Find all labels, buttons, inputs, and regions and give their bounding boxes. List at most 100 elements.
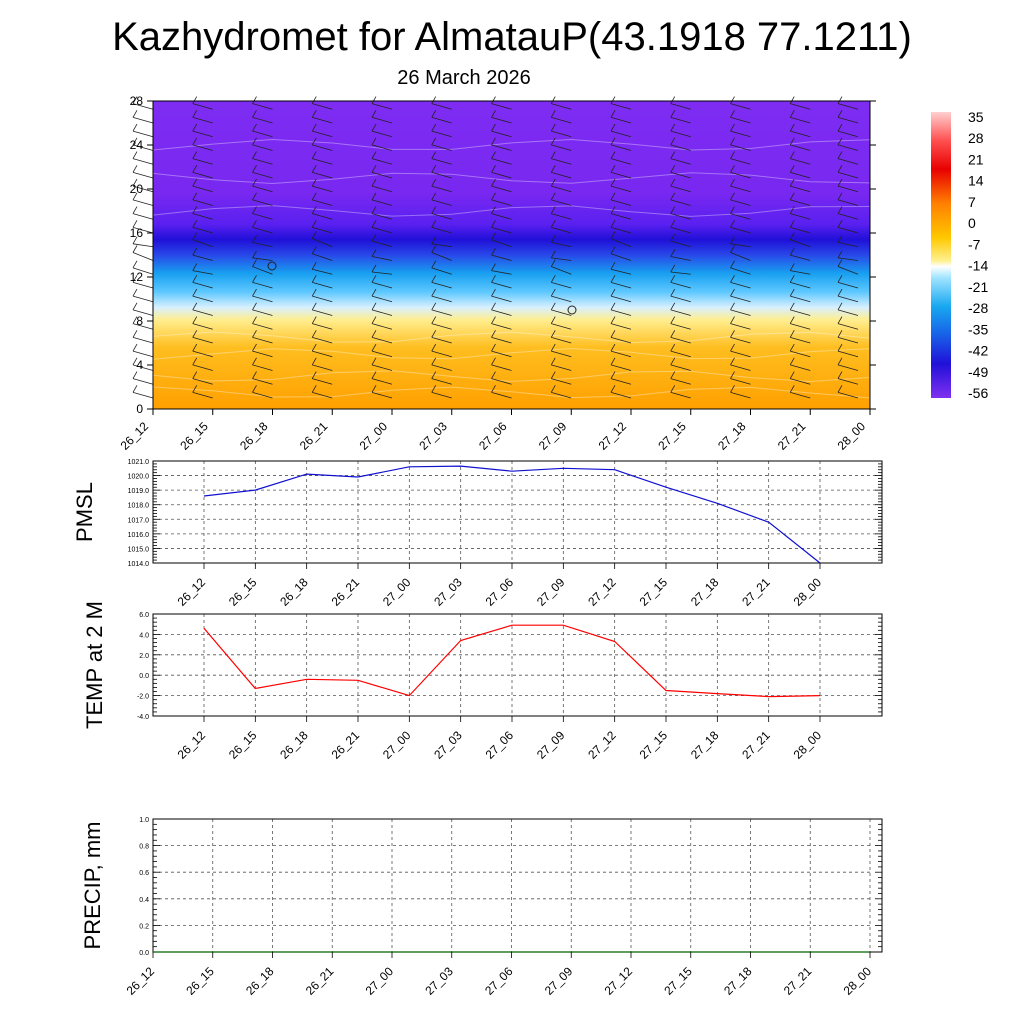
wind-barb-shaft bbox=[252, 391, 273, 399]
wind-barb bbox=[491, 137, 512, 151]
pmsl-axis-label: PMSL bbox=[72, 482, 97, 542]
wind-barb-flag bbox=[431, 288, 437, 297]
wind-barb-shaft bbox=[730, 391, 751, 399]
wind-barb-flag bbox=[837, 110, 843, 118]
wind-barb-flag bbox=[132, 123, 138, 132]
contour-line bbox=[152, 370, 871, 383]
wind-barb-shaft bbox=[551, 309, 572, 316]
wind-barb-flag bbox=[431, 260, 437, 269]
wind-barb bbox=[371, 371, 393, 385]
wind-barb-shaft bbox=[431, 226, 452, 234]
wind-barb-flag bbox=[837, 371, 843, 379]
wind-barb-flag bbox=[192, 330, 198, 338]
wind-barb-shaft bbox=[132, 336, 154, 344]
wind-barb-shaft bbox=[312, 281, 333, 289]
wind-barb bbox=[311, 220, 333, 234]
wind-barb-shaft bbox=[670, 323, 691, 330]
wind-barb-flag bbox=[252, 288, 257, 297]
wind-barb-shaft bbox=[730, 103, 751, 110]
wind-barb-shaft bbox=[312, 309, 333, 316]
wind-barb-shaft bbox=[610, 323, 632, 330]
wind-barb-shaft bbox=[431, 295, 452, 303]
wind-barb-flag bbox=[837, 137, 843, 146]
wind-barb bbox=[311, 192, 333, 206]
wind-barb-shaft bbox=[371, 103, 393, 110]
wind-barb-shaft bbox=[252, 323, 273, 330]
x-tick-label: 28_00 bbox=[791, 575, 825, 609]
wind-barb-flag bbox=[837, 206, 843, 214]
wind-barb bbox=[491, 220, 512, 234]
wind-barb-flag bbox=[192, 288, 198, 297]
wind-barb-shaft bbox=[730, 281, 751, 289]
wind-barb bbox=[252, 385, 273, 399]
chart-subtitle: 26 March 2026 bbox=[397, 67, 531, 89]
plot-frame bbox=[152, 818, 883, 953]
wind-barb-shaft bbox=[312, 171, 333, 179]
wind-barb-flag bbox=[371, 343, 377, 352]
wind-barb-flag bbox=[491, 96, 496, 104]
wind-barb bbox=[132, 192, 154, 206]
colorbar-label: 7 bbox=[968, 194, 976, 210]
chart-title: Kazhydromet for AlmatauP(43.1918 77.1211… bbox=[112, 15, 912, 59]
wind-barb bbox=[789, 288, 811, 303]
wind-barb bbox=[431, 123, 452, 138]
y-tick-label: 0.0 bbox=[139, 673, 149, 680]
wind-barb-flag bbox=[491, 137, 496, 146]
x-tick-label: 27_15 bbox=[637, 728, 671, 762]
wind-barb-shaft bbox=[192, 254, 213, 261]
wind-barb-flag bbox=[837, 385, 843, 393]
wind-barb-shaft bbox=[551, 378, 572, 385]
wind-barb-shaft bbox=[491, 336, 512, 344]
y-tick-label: 8 bbox=[136, 314, 143, 328]
y-tick-label: -4.0 bbox=[137, 714, 149, 721]
wind-barb-shaft bbox=[371, 378, 393, 385]
wind-barb-flag bbox=[132, 245, 138, 253]
colorbar-label: 14 bbox=[968, 173, 984, 189]
wind-barb bbox=[610, 206, 632, 220]
wind-barb bbox=[132, 385, 154, 399]
wind-barb bbox=[311, 96, 333, 110]
wind-barb-shaft bbox=[431, 213, 452, 220]
wind-barb bbox=[371, 330, 393, 344]
wind-barb bbox=[789, 302, 811, 316]
wind-barb-flag bbox=[311, 330, 317, 338]
x-tick-label: 27_03 bbox=[416, 419, 450, 453]
wind-barb-flag bbox=[311, 165, 317, 173]
wind-barb-shaft bbox=[790, 103, 811, 110]
wind-barb-flag bbox=[431, 316, 437, 324]
wind-barb bbox=[431, 206, 452, 220]
y-tick-label: 0.8 bbox=[139, 844, 149, 851]
wind-barb-flag bbox=[192, 110, 198, 118]
wind-barb-shaft bbox=[371, 256, 393, 261]
wind-barb-flag bbox=[371, 165, 377, 173]
wind-barb bbox=[730, 178, 751, 193]
wind-barb-shaft bbox=[551, 199, 572, 206]
wind-barb bbox=[670, 264, 691, 275]
wind-barb-shaft bbox=[837, 199, 859, 206]
wind-barb-flag bbox=[252, 259, 257, 267]
wind-barb-flag bbox=[491, 232, 496, 240]
wind-barb-shaft bbox=[312, 130, 333, 138]
wind-barb-shaft bbox=[551, 295, 572, 303]
wind-barb-flag bbox=[730, 96, 735, 104]
wind-barb bbox=[132, 275, 154, 289]
wind-barb bbox=[371, 123, 393, 138]
wind-barb bbox=[132, 302, 154, 316]
wind-barb-shaft bbox=[670, 336, 691, 344]
wind-barb-shaft bbox=[730, 144, 751, 151]
wind-barb-shaft bbox=[312, 158, 333, 165]
wind-barb-flag bbox=[837, 220, 843, 228]
x-tick-label: 27_00 bbox=[380, 728, 414, 762]
wind-barb-shaft bbox=[837, 281, 859, 289]
wind-barb-shaft bbox=[551, 364, 572, 371]
x-tick-label: 27_00 bbox=[357, 419, 391, 453]
wind-barb bbox=[311, 206, 333, 220]
wind-barb-shaft bbox=[610, 103, 632, 110]
wind-barb bbox=[837, 302, 859, 316]
wind-barb-flag bbox=[610, 178, 616, 187]
wind-barb-shaft bbox=[252, 226, 273, 234]
wind-barb bbox=[610, 316, 632, 330]
wind-barb-shaft bbox=[730, 295, 751, 303]
wind-barb-shaft bbox=[551, 226, 572, 234]
wind-barb bbox=[837, 385, 859, 399]
